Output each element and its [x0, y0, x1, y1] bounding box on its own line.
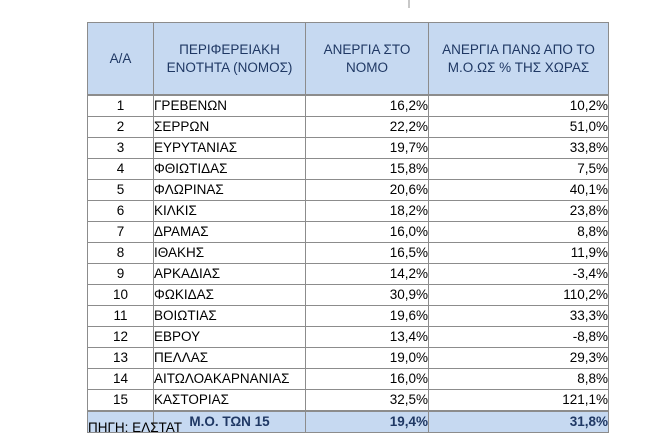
row-index: 11: [87, 305, 154, 327]
row-region: ΕΒΡΟΥ: [153, 326, 306, 348]
row-unemployment: 19,0%: [305, 347, 429, 369]
row-above-average: 8,8%: [428, 368, 609, 390]
row-above-average: 51,0%: [428, 116, 609, 138]
row-above-average: 10,2%: [428, 94, 609, 117]
row-above-average: 29,3%: [428, 347, 609, 369]
row-above-average: -8,8%: [428, 326, 609, 348]
row-unemployment: 16,2%: [305, 94, 429, 117]
table-row: 7 ΔΡΑΜΑΣ 16,0% 8,8%: [87, 221, 609, 243]
row-unemployment: 13,4%: [305, 326, 429, 348]
row-index: 9: [87, 263, 154, 285]
row-region: ΕΥΡΥΤΑΝΙΑΣ: [153, 137, 306, 159]
row-unemployment: 16,0%: [305, 221, 429, 243]
row-unemployment: 19,7%: [305, 137, 429, 159]
row-above-average: 40,1%: [428, 179, 609, 201]
row-unemployment: 30,9%: [305, 284, 429, 306]
header-above-average: ΑΝΕΡΓΙΑ ΠΑΝΩ ΑΠΟ ΤΟ Μ.Ο.ΩΣ % ΤΗΣ ΧΩΡΑΣ: [428, 22, 609, 96]
row-unemployment: 14,2%: [305, 263, 429, 285]
row-unemployment: 16,0%: [305, 368, 429, 390]
row-above-average: -3,4%: [428, 263, 609, 285]
table-row: 3 ΕΥΡΥΤΑΝΙΑΣ 19,7% 33,8%: [87, 137, 609, 159]
row-unemployment: 18,2%: [305, 200, 429, 222]
source-note: ΠΗΓΗ: ΕΛΣΤΑΤ: [88, 420, 183, 435]
row-index: 5: [87, 179, 154, 201]
row-index: 4: [87, 158, 154, 180]
row-above-average: 7,5%: [428, 158, 609, 180]
row-index: 3: [87, 137, 154, 159]
table-row: 8 ΙΘΑΚΗΣ 16,5% 11,9%: [87, 242, 609, 264]
row-above-average: 33,8%: [428, 137, 609, 159]
row-region: ΔΡΑΜΑΣ: [153, 221, 306, 243]
table-row: 12 ΕΒΡΟΥ 13,4% -8,8%: [87, 326, 609, 348]
row-region: ΓΡΕΒΕΝΩΝ: [153, 94, 306, 117]
row-unemployment: 32,5%: [305, 389, 429, 412]
row-index: 13: [87, 347, 154, 369]
table-row: 10 ΦΩΚΙΔΑΣ 30,9% 110,2%: [87, 284, 609, 306]
row-region: ΒΟΙΩΤΙΑΣ: [153, 305, 306, 327]
table-row: 13 ΠΕΛΛΑΣ 19,0% 29,3%: [87, 347, 609, 369]
unemployment-table: Α/Α ΠΕΡΙΦΕΡΕΙΑΚΗ ΕΝΟΤΗΤΑ (ΝΟΜΟΣ) ΑΝΕΡΓΙΑ…: [87, 22, 609, 433]
table-row: 4 ΦΘΙΩΤΙΔΑΣ 15,8% 7,5%: [87, 158, 609, 180]
row-index: 1: [87, 94, 154, 117]
row-region: ΦΘΙΩΤΙΔΑΣ: [153, 158, 306, 180]
row-above-average: 23,8%: [428, 200, 609, 222]
row-region: ΣΕΡΡΩΝ: [153, 116, 306, 138]
row-region: ΚΙΛΚΙΣ: [153, 200, 306, 222]
table-row: 11 ΒΟΙΩΤΙΑΣ 19,6% 33,3%: [87, 305, 609, 327]
row-index: 7: [87, 221, 154, 243]
header-region: ΠΕΡΙΦΕΡΕΙΑΚΗ ΕΝΟΤΗΤΑ (ΝΟΜΟΣ): [153, 22, 306, 96]
row-above-average: 110,2%: [428, 284, 609, 306]
row-above-average: 11,9%: [428, 242, 609, 264]
top-mark: [408, 0, 410, 8]
row-unemployment: 15,8%: [305, 158, 429, 180]
table-row: 9 ΑΡΚΑΔΙΑΣ 14,2% -3,4%: [87, 263, 609, 285]
row-index: 10: [87, 284, 154, 306]
table-row: 15 ΚΑΣΤΟΡΙΑΣ 32,5% 121,1%: [87, 389, 609, 412]
row-region: ΦΛΩΡΙΝΑΣ: [153, 179, 306, 201]
row-index: 14: [87, 368, 154, 390]
header-index: Α/Α: [87, 22, 154, 96]
row-index: 2: [87, 116, 154, 138]
total-row: Μ.Ο. ΤΩΝ 15 19,4% 31,8%: [87, 410, 609, 433]
table-row: 5 ΦΛΩΡΙΝΑΣ 20,6% 40,1%: [87, 179, 609, 201]
row-unemployment: 20,6%: [305, 179, 429, 201]
row-region: ΠΕΛΛΑΣ: [153, 347, 306, 369]
row-index: 12: [87, 326, 154, 348]
table-row: 14 ΑΙΤΩΛΟΑΚΑΡΝΑΝΙΑΣ 16,0% 8,8%: [87, 368, 609, 390]
row-above-average: 121,1%: [428, 389, 609, 412]
row-region: ΑΡΚΑΔΙΑΣ: [153, 263, 306, 285]
row-region: ΦΩΚΙΔΑΣ: [153, 284, 306, 306]
row-region: ΙΘΑΚΗΣ: [153, 242, 306, 264]
total-above-average: 31,8%: [428, 410, 609, 433]
table-row: 1 ΓΡΕΒΕΝΩΝ 16,2% 10,2%: [87, 94, 609, 117]
row-region: ΑΙΤΩΛΟΑΚΑΡΝΑΝΙΑΣ: [153, 368, 306, 390]
row-index: 8: [87, 242, 154, 264]
header-unemployment: ΑΝΕΡΓΙΑ ΣΤΟ ΝΟΜΟ: [305, 22, 429, 96]
header-row: Α/Α ΠΕΡΙΦΕΡΕΙΑΚΗ ΕΝΟΤΗΤΑ (ΝΟΜΟΣ) ΑΝΕΡΓΙΑ…: [87, 22, 609, 96]
row-region: ΚΑΣΤΟΡΙΑΣ: [153, 389, 306, 412]
row-unemployment: 19,6%: [305, 305, 429, 327]
row-index: 15: [87, 389, 154, 412]
row-index: 6: [87, 200, 154, 222]
row-above-average: 33,3%: [428, 305, 609, 327]
total-label: Μ.Ο. ΤΩΝ 15: [153, 410, 306, 433]
row-unemployment: 22,2%: [305, 116, 429, 138]
table-row: 2 ΣΕΡΡΩΝ 22,2% 51,0%: [87, 116, 609, 138]
table-row: 6 ΚΙΛΚΙΣ 18,2% 23,8%: [87, 200, 609, 222]
row-above-average: 8,8%: [428, 221, 609, 243]
total-index: [87, 410, 154, 433]
total-unemployment: 19,4%: [305, 410, 429, 433]
row-unemployment: 16,5%: [305, 242, 429, 264]
